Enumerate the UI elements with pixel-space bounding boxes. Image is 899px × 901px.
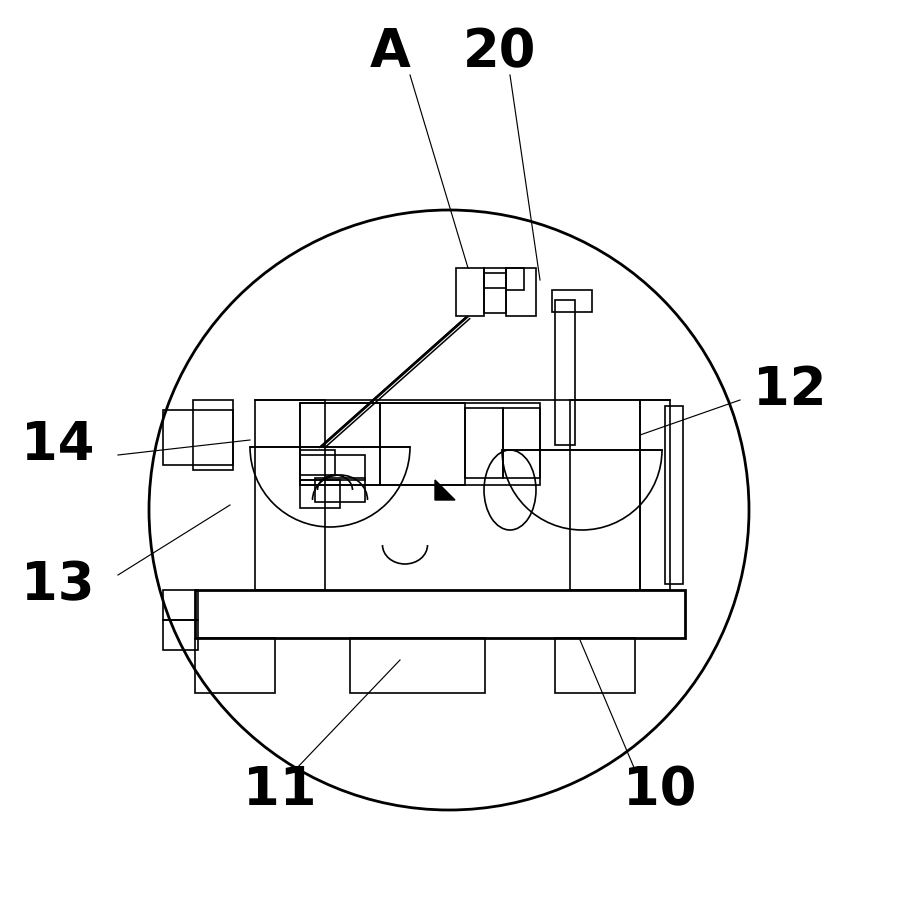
Polygon shape [435,480,455,500]
Bar [193,400,233,470]
Bar [456,268,484,316]
Bar [555,300,575,445]
Bar [555,638,635,693]
Bar [195,590,685,638]
Bar [570,400,640,590]
Bar [552,290,592,312]
Bar [300,450,335,475]
Text: A: A [369,26,411,78]
Text: 10: 10 [623,764,697,816]
Bar [163,590,198,620]
Bar [484,273,506,313]
Bar [503,408,540,478]
Bar [465,408,503,478]
Bar [506,268,536,316]
Bar [506,268,524,290]
Bar [380,403,465,485]
Bar [640,400,670,590]
Bar [195,638,275,693]
Bar [300,480,340,508]
Bar [350,638,485,693]
Bar [315,478,365,502]
Bar [665,406,683,584]
Text: 14: 14 [22,419,94,471]
Bar [300,403,540,485]
Bar [300,455,365,480]
Bar [255,400,325,590]
Text: 20: 20 [463,26,537,78]
Text: 13: 13 [22,559,94,611]
Text: 12: 12 [753,364,827,416]
Bar [300,403,380,485]
Bar [484,268,506,288]
Bar [163,410,233,465]
Text: 11: 11 [244,764,316,816]
Bar [163,620,198,650]
